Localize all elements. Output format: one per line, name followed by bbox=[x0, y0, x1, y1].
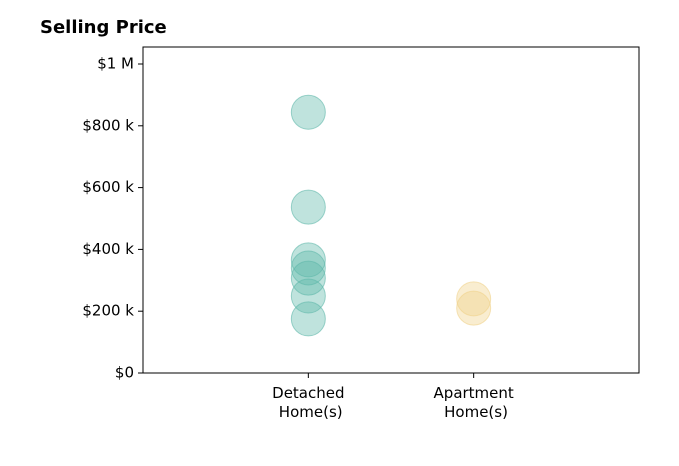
point bbox=[290, 301, 326, 337]
y-tick-label: $1 M bbox=[97, 54, 134, 72]
y-tick-label: $200 k bbox=[82, 302, 134, 320]
point bbox=[290, 242, 326, 278]
y-tick-label: $0 bbox=[115, 364, 134, 382]
chart-title: Selling Price bbox=[40, 17, 167, 38]
point bbox=[290, 260, 326, 296]
x-tick-label: Apartment Home(s) bbox=[434, 384, 514, 421]
point bbox=[290, 250, 326, 286]
y-tick-label: $400 k bbox=[82, 240, 134, 258]
y-tick-label: $600 k bbox=[82, 178, 134, 196]
point bbox=[456, 281, 492, 317]
point bbox=[290, 94, 326, 130]
point bbox=[290, 189, 326, 225]
point bbox=[456, 290, 492, 326]
y-tick-label: $800 k bbox=[82, 116, 134, 134]
plot-frame bbox=[142, 46, 640, 374]
x-tick-label: Detached Home(s) bbox=[272, 384, 344, 421]
